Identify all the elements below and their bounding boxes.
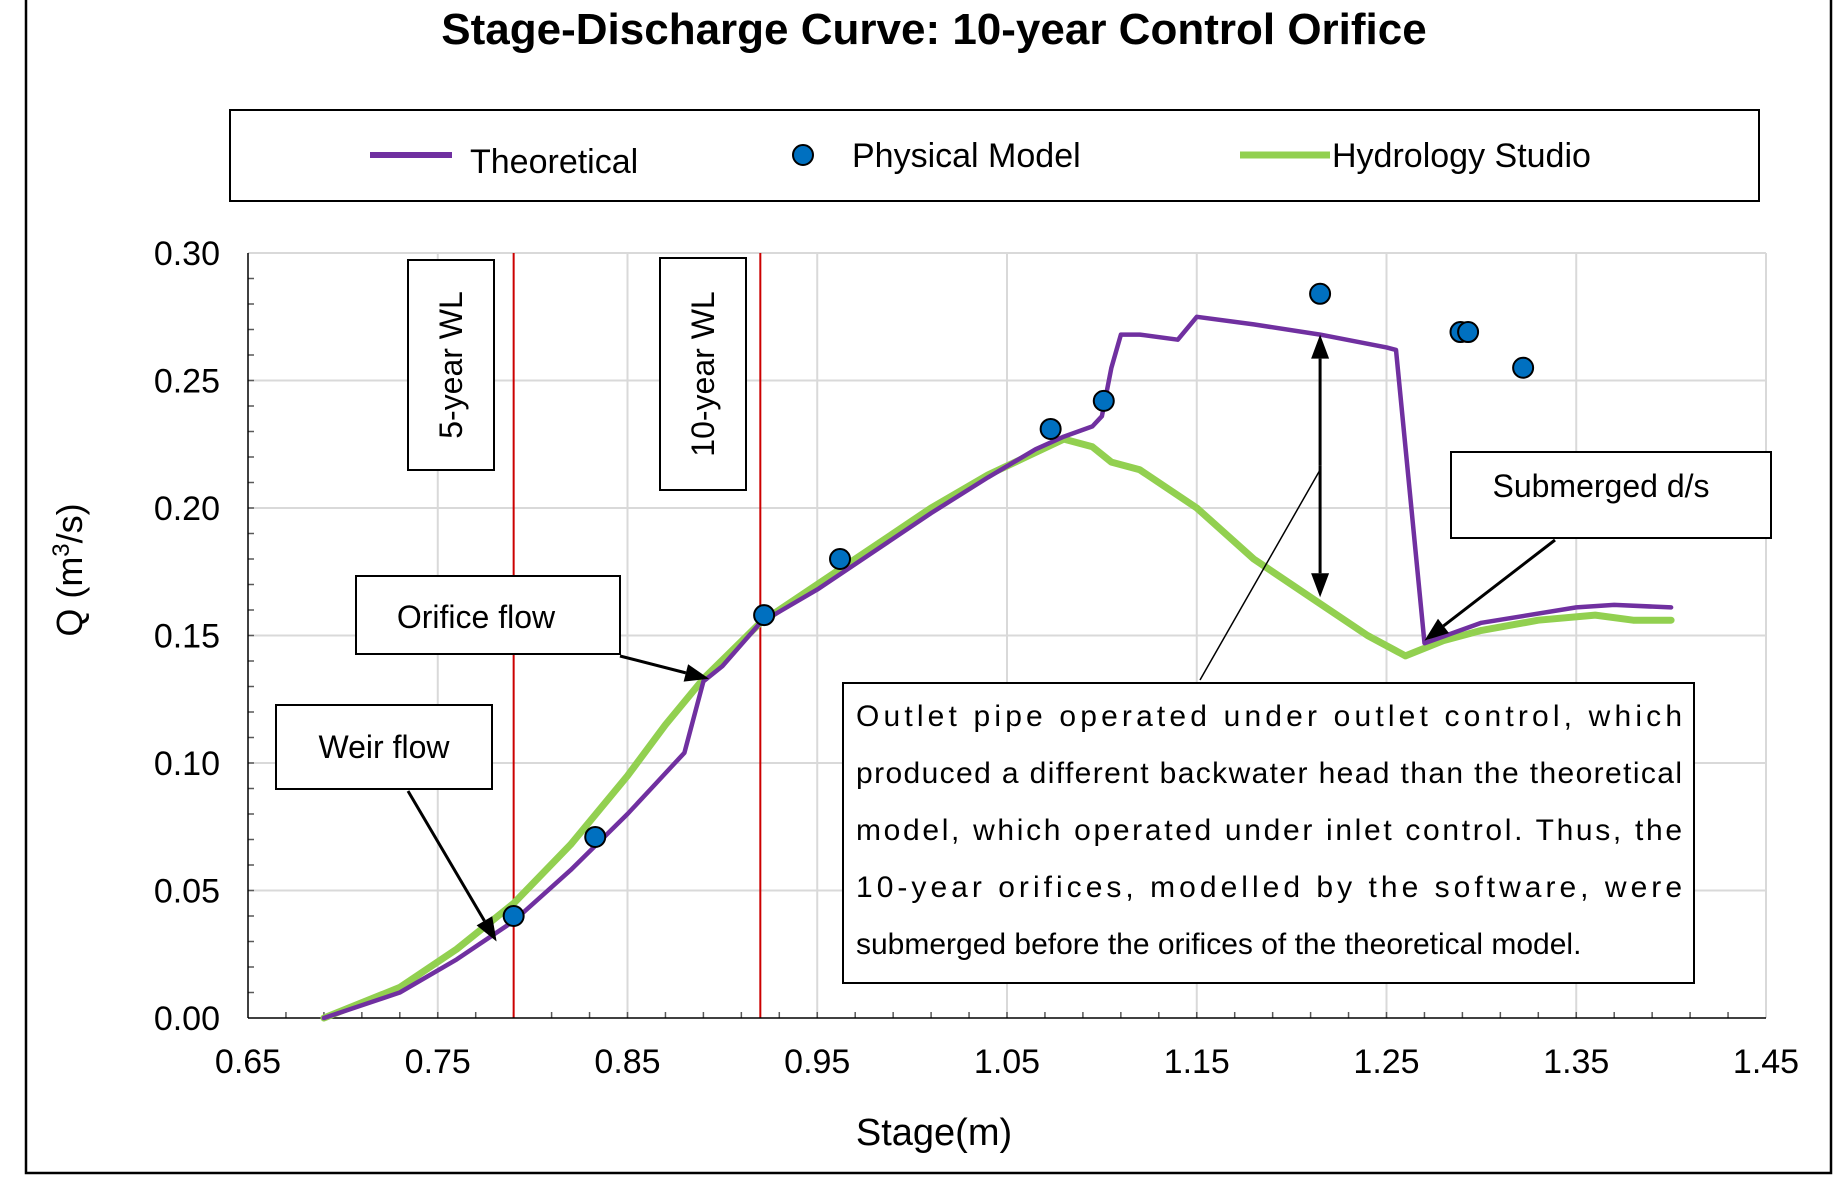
legend-theoretical-label: Theoretical — [470, 143, 638, 181]
note-leader-line — [1199, 469, 1321, 681]
orifice-flow-annotation: Orifice flow — [355, 575, 621, 655]
physical-model-point — [1512, 356, 1535, 379]
physical-model-point — [753, 604, 776, 627]
orifice-flow-box — [355, 575, 621, 655]
y-tick-label: 0.00 — [154, 1000, 220, 1038]
legend-hydrology-label: Hydrology Studio — [1332, 137, 1591, 175]
difference-arrow-up-head — [1311, 334, 1330, 359]
outlet-note-line-3: model, which operated under inlet contro… — [856, 814, 1682, 847]
outlet-note-line-2: produced a different backwater head than… — [856, 757, 1682, 790]
y-axis-label: Q (m3/s) — [48, 503, 90, 636]
x-tick-label: 1.25 — [1353, 1043, 1419, 1081]
chart-title: Stage-Discharge Curve: 10-year Control O… — [441, 5, 1426, 54]
weir-flow-arrow-shaft — [406, 790, 486, 922]
y-tick-label: 0.20 — [154, 490, 220, 528]
submerged-arrow-head — [1424, 618, 1449, 641]
physical-model-point — [1092, 389, 1115, 412]
wl-label-10-year: 10-year WL — [659, 257, 747, 491]
physical-model-point — [584, 825, 607, 848]
orifice-flow-arrow-head — [683, 664, 710, 682]
x-tick-labels: 0.65 0.75 0.85 0.95 1.05 1.15 1.25 1.35 1.45 — [215, 1043, 1799, 1081]
y-tick-labels: 0.00 0.05 0.10 0.15 0.20 0.25 0.30 — [154, 235, 220, 1038]
physical-model-point — [1457, 321, 1480, 344]
legend: Theoretical Physical Model Hydrology Stu… — [229, 109, 1760, 202]
legend-box — [229, 109, 1760, 202]
submerged-annotation: Submerged d/s — [1450, 451, 1772, 539]
y-tick-label: 0.05 — [154, 873, 220, 911]
hydrology-studio-line — [320, 435, 1675, 1022]
y-tick-label: 0.25 — [154, 363, 220, 401]
outlet-note-box — [842, 682, 1695, 984]
y-tick-label: 0.15 — [154, 618, 220, 656]
x-tick-label: 0.85 — [594, 1043, 660, 1081]
wl-label-5-year: 5-year WL — [407, 259, 495, 471]
x-tick-label: 0.95 — [784, 1043, 850, 1081]
x-tick-label: 0.65 — [215, 1043, 281, 1081]
outlet-note-annotation: Outlet pipe operated under outlet contro… — [842, 682, 1695, 984]
wl-label-5-year-box — [407, 259, 495, 471]
weir-flow-annotation: Weir flow — [275, 704, 493, 790]
y-axis-label-end: /s) — [49, 503, 90, 543]
x-tick-label: 0.75 — [405, 1043, 471, 1081]
outlet-note-line-5: submerged before the orifices of the the… — [856, 928, 1581, 961]
physical-model-point — [1039, 417, 1062, 440]
weir-flow-box — [275, 704, 493, 790]
series-lines — [320, 314, 1675, 1022]
difference-arrow-down-head — [1311, 573, 1330, 598]
wl-label-5-year-text: 5-year WL — [433, 291, 469, 439]
orifice-flow-arrow-shaft — [619, 654, 687, 675]
y-axis-label-superscript: 3 — [48, 543, 75, 556]
submerged-label: Submerged d/s — [1492, 468, 1709, 504]
wl-label-10-year-text: 10-year WL — [685, 291, 721, 456]
weir-flow-label: Weir flow — [319, 729, 451, 765]
legend-physical-marker — [792, 144, 814, 166]
y-axis-label-main: Q (m — [49, 557, 90, 637]
outlet-note-line-1: Outlet pipe operated under outlet contro… — [856, 700, 1682, 733]
orifice-flow-label: Orifice flow — [397, 599, 556, 635]
weir-flow-arrow-head — [476, 916, 497, 942]
x-tick-label: 1.35 — [1543, 1043, 1609, 1081]
y-tick-label: 0.30 — [154, 235, 220, 273]
theoretical-line — [321, 314, 1674, 1021]
legend-physical-label: Physical Model — [852, 137, 1081, 175]
physical-model-point — [502, 905, 525, 927]
submerged-box — [1450, 451, 1772, 539]
submerged-arrow-shaft — [1442, 538, 1556, 628]
x-tick-label: 1.05 — [974, 1043, 1040, 1081]
x-tick-label: 1.15 — [1164, 1043, 1230, 1081]
wl-label-10-year-box — [659, 257, 747, 491]
annotation-arrows — [406, 334, 1556, 942]
physical-model-point — [1309, 282, 1332, 305]
x-tick-label: 1.45 — [1733, 1043, 1799, 1081]
physical-model-point — [829, 548, 852, 570]
y-tick-label: 0.10 — [154, 745, 220, 783]
scatter-points — [502, 282, 1535, 927]
x-axis-label: Stage(m) — [856, 1112, 1012, 1154]
